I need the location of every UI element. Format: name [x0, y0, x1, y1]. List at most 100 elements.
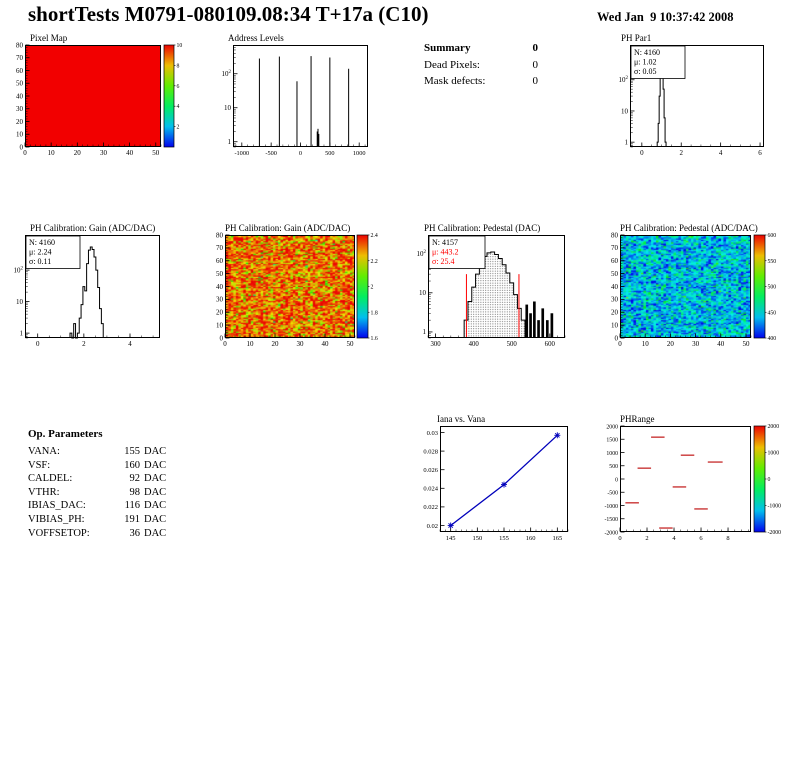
svg-text:70: 70 — [16, 54, 24, 62]
dead-pixels-label: Dead Pixels: — [424, 58, 480, 71]
svg-text:80: 80 — [611, 231, 619, 239]
svg-text:10: 10 — [16, 131, 24, 139]
svg-text:0.022: 0.022 — [423, 504, 438, 511]
svg-text:4: 4 — [719, 149, 723, 157]
svg-text:2.2: 2.2 — [371, 259, 378, 265]
op-param-row-vana: VANA: 155 DAC — [28, 446, 167, 457]
op-parameters-block: Op. Parameters VANA: 155 DAC VSF: 160 DAC CA… — [28, 428, 188, 541]
svg-text:6: 6 — [177, 84, 180, 90]
svg-text:102: 102 — [222, 70, 232, 78]
svg-text:2000: 2000 — [768, 424, 780, 430]
svg-text:0.03: 0.03 — [427, 430, 438, 437]
svg-text:0: 0 — [23, 149, 27, 157]
summary-total: 0 — [532, 42, 539, 54]
iana-vs-vana-plot: Iana vs. Vana 145 150 155 160 165 0.02 0.022 0.0… — [418, 410, 588, 548]
svg-text:0.028: 0.028 — [423, 448, 438, 455]
svg-text:-1000: -1000 — [234, 150, 249, 157]
svg-text:1000: 1000 — [353, 150, 366, 157]
svg-text:40: 40 — [216, 283, 224, 291]
svg-text:40: 40 — [322, 340, 330, 348]
gain-histogram-plot: PH Calibration: Gain (ADC/DAC) 0 2 4 1 10 102 N… — [8, 220, 188, 354]
svg-text:6: 6 — [758, 149, 762, 157]
svg-text:300: 300 — [431, 341, 442, 348]
svg-text:20: 20 — [272, 340, 280, 348]
svg-text:0: 0 — [640, 149, 644, 157]
svg-text:80: 80 — [216, 231, 224, 239]
svg-text:Pixel Map: Pixel Map — [30, 33, 68, 43]
svg-text:2: 2 — [679, 149, 683, 157]
svg-text:1: 1 — [228, 138, 232, 146]
svg-text:-1000: -1000 — [768, 504, 782, 510]
svg-text:1: 1 — [423, 328, 427, 336]
svg-text:σ: 25.4: σ: 25.4 — [432, 257, 455, 266]
pedestal-heatmap-plot: PH Calibration: Pedestal (ADC/DAC) 0 10 20 3… — [600, 220, 796, 354]
svg-text:102: 102 — [417, 250, 427, 258]
pedestal-histogram-plot: PH Calibration: Pedestal (DAC) 300 400 500 6… — [413, 220, 588, 354]
svg-text:60: 60 — [216, 257, 224, 265]
svg-text:10: 10 — [642, 340, 650, 348]
svg-text:PH Par1: PH Par1 — [621, 33, 651, 43]
address-levels-plot: Address Levels -1000 -500 0 500 1000 1 10 102 — [214, 32, 384, 164]
svg-text:0: 0 — [615, 477, 618, 483]
summary-title: Summary — [424, 42, 471, 54]
svg-text:1: 1 — [625, 138, 629, 146]
svg-text:μ: 1.02: μ: 1.02 — [634, 58, 657, 67]
svg-text:10: 10 — [621, 107, 629, 115]
svg-text:σ: 0.05: σ: 0.05 — [634, 67, 657, 76]
svg-text:Iana vs. Vana: Iana vs. Vana — [437, 414, 485, 424]
svg-text:-500: -500 — [265, 150, 277, 157]
svg-text:50: 50 — [16, 80, 24, 88]
svg-text:-2000: -2000 — [604, 530, 618, 536]
svg-text:30: 30 — [16, 105, 24, 113]
svg-text:10: 10 — [177, 43, 183, 49]
svg-text:1000: 1000 — [606, 451, 618, 457]
svg-text:550: 550 — [768, 259, 777, 265]
svg-text:-2000: -2000 — [768, 530, 782, 536]
svg-text:40: 40 — [717, 340, 725, 348]
dead-pixels-value: 0 — [532, 58, 539, 71]
svg-text:0: 0 — [618, 535, 621, 542]
op-param-row-vsf: VSF: 160 DAC — [28, 459, 167, 471]
svg-text:500: 500 — [507, 341, 518, 348]
gain-heatmap-plot: PH Calibration: Gain (ADC/DAC) 0 10 20 30 40 5… — [208, 220, 394, 354]
svg-text:4: 4 — [177, 104, 180, 110]
svg-text:40: 40 — [16, 92, 24, 100]
svg-text:N: 4157: N: 4157 — [432, 238, 458, 247]
svg-text:70: 70 — [216, 244, 224, 252]
svg-text:40: 40 — [611, 283, 619, 291]
page-title: shortTests M0791-080109.08:34 T+17a (C10… — [28, 2, 429, 26]
svg-text:50: 50 — [216, 270, 224, 278]
svg-text:8: 8 — [726, 535, 729, 542]
svg-text:μ: 2.24: μ: 2.24 — [29, 248, 52, 257]
svg-text:2: 2 — [82, 340, 86, 348]
svg-text:50: 50 — [611, 270, 619, 278]
svg-text:500: 500 — [325, 150, 334, 157]
svg-text:20: 20 — [611, 309, 619, 317]
op-param-row-ibias-dac: IBIAS_DAC: 116 DAC — [28, 500, 167, 512]
svg-text:50: 50 — [347, 340, 355, 348]
op-param-row-vthr: VTHR: 98 DAC — [28, 486, 167, 498]
svg-text:8: 8 — [177, 63, 180, 69]
svg-text:165: 165 — [552, 535, 562, 542]
svg-text:PH Calibration: Gain (ADC/DAC): PH Calibration: Gain (ADC/DAC) — [30, 223, 155, 233]
svg-text:102: 102 — [619, 76, 629, 84]
svg-text:0: 0 — [20, 143, 24, 151]
svg-text:2: 2 — [371, 285, 374, 291]
svg-text:20: 20 — [667, 340, 675, 348]
svg-text:0: 0 — [299, 150, 302, 157]
svg-text:2: 2 — [645, 535, 648, 542]
svg-text:2000: 2000 — [606, 424, 618, 430]
svg-text:155: 155 — [499, 535, 509, 542]
svg-text:20: 20 — [216, 309, 224, 317]
svg-text:4: 4 — [672, 535, 676, 542]
svg-text:10: 10 — [16, 298, 24, 306]
svg-text:70: 70 — [611, 244, 619, 252]
svg-text:0.024: 0.024 — [423, 486, 438, 493]
svg-text:500: 500 — [768, 285, 777, 291]
op-param-row-vibias-ph: VIBIAS_PH: 191 DAC — [28, 513, 167, 525]
pixel-map-plot: Pixel Map 0 10 20 30 40 50 0 10 20 30 40 50 60 70 80 10 8… — [8, 32, 204, 164]
svg-text:0: 0 — [36, 340, 40, 348]
svg-text:145: 145 — [446, 535, 456, 542]
svg-text:160: 160 — [526, 535, 536, 542]
